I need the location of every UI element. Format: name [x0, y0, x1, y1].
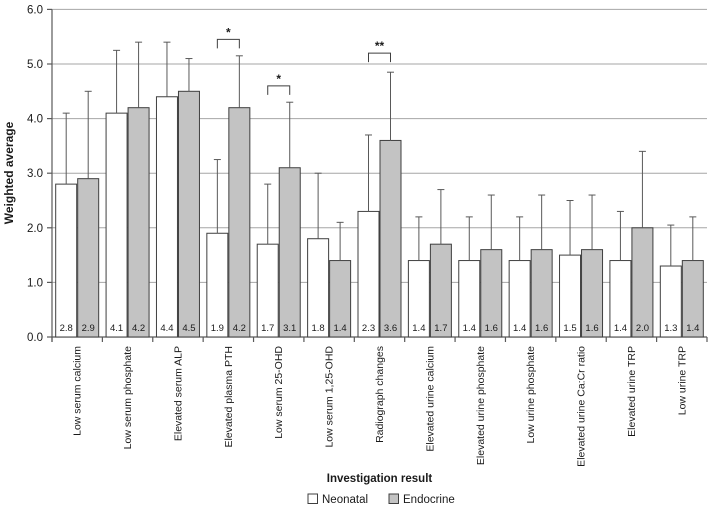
category-label: Elevated plasma PTH [223, 346, 235, 448]
y-tick-label: 6.0 [27, 4, 43, 16]
bar-value-label: 1.4 [463, 323, 476, 334]
bar-endocrine [228, 107, 251, 338]
category-label: Elevated urine Ca:Cr ratio [576, 346, 588, 467]
bar-endocrine [379, 139, 402, 338]
bar-value-label: 3.6 [384, 323, 397, 334]
bar-value-label: 2.0 [636, 323, 649, 334]
bar-neonatal [55, 183, 78, 338]
legend-label-neonatal: Neonatal [322, 494, 368, 506]
bar-value-label: 1.6 [585, 323, 598, 334]
y-tick-label: 2.0 [27, 223, 43, 235]
bar-value-label: 4.1 [110, 323, 123, 334]
bar-value-label: 1.4 [686, 323, 699, 334]
category-label: Elevated urine phosphate [475, 346, 487, 465]
significance-label: * [276, 72, 281, 86]
x-axis-title: Investigation result [327, 473, 433, 485]
bar-value-label: 3.1 [283, 323, 296, 334]
bar-neonatal [155, 96, 178, 338]
bar-neonatal [105, 112, 128, 338]
category-label: Low serum calcium [72, 346, 84, 436]
category-label: Low urine phosphate [525, 346, 537, 444]
y-tick-label: 4.0 [27, 114, 43, 126]
bar-value-label: 2.9 [82, 323, 95, 334]
legend-label-endocrine: Endocrine [403, 494, 455, 506]
y-axis-title: Weighted average [2, 121, 16, 224]
bar-value-label: 4.2 [233, 323, 246, 334]
y-tick-label: 3.0 [27, 168, 43, 180]
significance-label: * [226, 25, 231, 39]
bar-value-label: 4.2 [132, 323, 145, 334]
category-label: Elevated urine calcium [424, 346, 436, 452]
bar-value-label: 2.8 [60, 323, 73, 334]
y-tick-label: 1.0 [27, 277, 43, 289]
legend-swatch-endocrine [388, 493, 399, 504]
bar-endocrine [177, 90, 200, 338]
bar-value-label: 4.4 [160, 323, 173, 334]
bar-value-label: 1.4 [614, 323, 627, 334]
bar-value-label: 2.3 [362, 323, 375, 334]
bar-neonatal [206, 232, 229, 338]
significance-bracket [267, 85, 291, 95]
bar-value-label: 1.9 [211, 323, 224, 334]
bar-endocrine [278, 167, 301, 338]
bar-value-label: 1.6 [485, 323, 498, 334]
category-label: Radiograph changes [374, 346, 386, 443]
significance-bracket [216, 38, 240, 49]
category-label: Low serum phosphate [122, 346, 134, 449]
category-label: Elevated serum ALP [172, 346, 184, 441]
category-label: Low urine TRP [676, 346, 688, 415]
bar-value-label: 1.3 [664, 323, 677, 334]
category-label: Low serum 1,25-OHD [324, 346, 336, 448]
bar-value-label: 1.4 [334, 323, 347, 334]
legend-swatch-neonatal [307, 493, 318, 504]
y-tick-label: 0.0 [27, 332, 43, 344]
bar-endocrine [127, 107, 150, 338]
y-tick-label: 5.0 [27, 59, 43, 71]
category-label: Elevated urine TRP [626, 346, 638, 437]
bar-value-label: 1.4 [412, 323, 425, 334]
bar-endocrine [631, 227, 654, 338]
bar-value-label: 1.4 [513, 323, 526, 334]
bar-neonatal [357, 210, 380, 338]
bar-value-label: 4.5 [182, 323, 195, 334]
bar-value-label: 1.5 [563, 323, 576, 334]
significance-bracket [368, 52, 391, 63]
bar-endocrine [77, 178, 100, 338]
bar-value-label: 1.7 [434, 323, 447, 334]
bar-value-label: 1.8 [312, 323, 325, 334]
significance-label: ** [375, 39, 385, 53]
bar-value-label: 1.7 [261, 323, 274, 334]
category-label: Low serum 25-OHD [273, 346, 285, 439]
bar-value-label: 1.6 [535, 323, 548, 334]
